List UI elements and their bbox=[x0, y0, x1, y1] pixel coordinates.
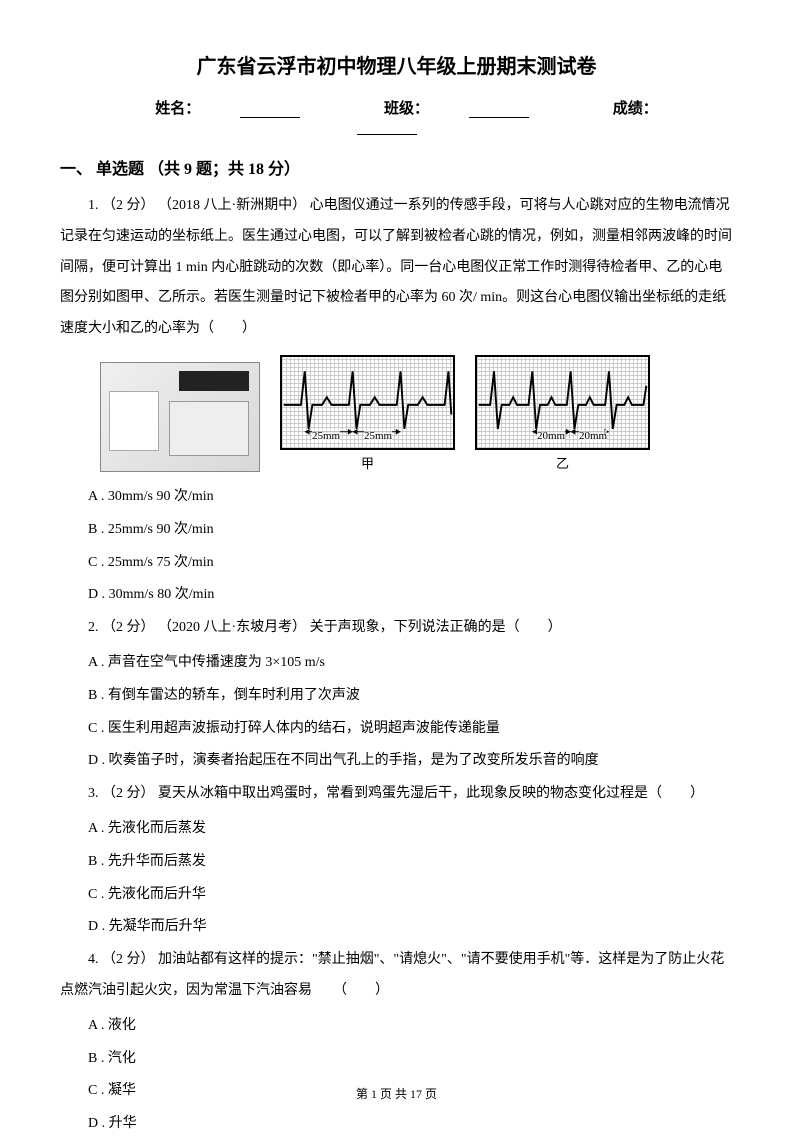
question-1-text: 1. （2 分） （2018 八上·新洲期中） 心电图仪通过一系列的传感手段，可… bbox=[60, 191, 733, 345]
class-blank[interactable] bbox=[469, 102, 529, 118]
chart-b-caption: 乙 bbox=[475, 453, 650, 472]
device-paper bbox=[109, 391, 159, 451]
page-footer: 第 1 页 共 17 页 bbox=[0, 1085, 793, 1102]
ecg-grid-b: 20mm 20mm bbox=[475, 355, 650, 450]
question-4-text: 4. （2 分） 加油站都有这样的提示："禁止抽烟"、"请熄火"、"请不要使用手… bbox=[60, 945, 733, 1007]
q3-option-a: A . 先液化而后蒸发 bbox=[60, 814, 733, 845]
q1-option-d: D . 30mm/s 80 次/min bbox=[60, 580, 733, 611]
measure-a-2: 25mm bbox=[364, 430, 392, 442]
question-1-figures: 25mm 25mm 甲 20mm 20mm 乙 bbox=[100, 355, 733, 472]
q2-option-a: A . 声音在空气中传播速度为 3×105 m/s bbox=[60, 648, 733, 679]
ecg-grid-a: 25mm 25mm bbox=[280, 355, 455, 450]
student-info-row: 姓名： 班级： 成绩： bbox=[60, 97, 733, 135]
ecg-device-image bbox=[100, 362, 260, 472]
q1-option-c: C . 25mm/s 75 次/min bbox=[60, 548, 733, 579]
device-panel bbox=[169, 401, 249, 456]
class-label: 班级： bbox=[364, 101, 549, 117]
q3-option-b: B . 先升华而后蒸发 bbox=[60, 847, 733, 878]
question-2-text: 2. （2 分） （2020 八上·东坡月考） 关于声现象，下列说法正确的是（ … bbox=[60, 613, 733, 644]
name-blank[interactable] bbox=[240, 102, 300, 118]
measure-b-1: 20mm bbox=[537, 430, 565, 442]
page-title: 广东省云浮市初中物理八年级上册期末测试卷 bbox=[60, 50, 733, 79]
q4-option-d: D . 升华 bbox=[60, 1109, 733, 1140]
measure-b-2: 20mm bbox=[579, 430, 607, 442]
measure-a-1: 25mm bbox=[312, 430, 340, 442]
q3-option-d: D . 先凝华而后升华 bbox=[60, 912, 733, 943]
q3-option-c: C . 先液化而后升华 bbox=[60, 880, 733, 911]
ecg-chart-b: 20mm 20mm 乙 bbox=[475, 355, 650, 472]
q2-option-d: D . 吹奏笛子时，演奏者抬起压在不同出气孔上的手指，是为了改变所发乐音的响度 bbox=[60, 746, 733, 777]
question-3-text: 3. （2 分） 夏天从冰箱中取出鸡蛋时，常看到鸡蛋先湿后干，此现象反映的物态变… bbox=[60, 779, 733, 810]
q1-option-b: B . 25mm/s 90 次/min bbox=[60, 515, 733, 546]
device-screen bbox=[179, 371, 249, 391]
chart-a-caption: 甲 bbox=[280, 453, 455, 472]
q2-option-b: B . 有倒车雷达的轿车，倒车时利用了次声波 bbox=[60, 681, 733, 712]
q4-option-a: A . 液化 bbox=[60, 1011, 733, 1042]
score-blank[interactable] bbox=[357, 119, 417, 135]
ecg-chart-a: 25mm 25mm 甲 bbox=[280, 355, 455, 472]
q1-option-a: A . 30mm/s 90 次/min bbox=[60, 482, 733, 513]
q4-option-b: B . 汽化 bbox=[60, 1044, 733, 1075]
q2-option-c: C . 医生利用超声波振动打碎人体内的结石，说明超声波能传递能量 bbox=[60, 714, 733, 745]
name-label: 姓名： bbox=[135, 101, 320, 117]
section-1-header: 一、 单选题 （共 9 题；共 18 分） bbox=[60, 155, 733, 179]
